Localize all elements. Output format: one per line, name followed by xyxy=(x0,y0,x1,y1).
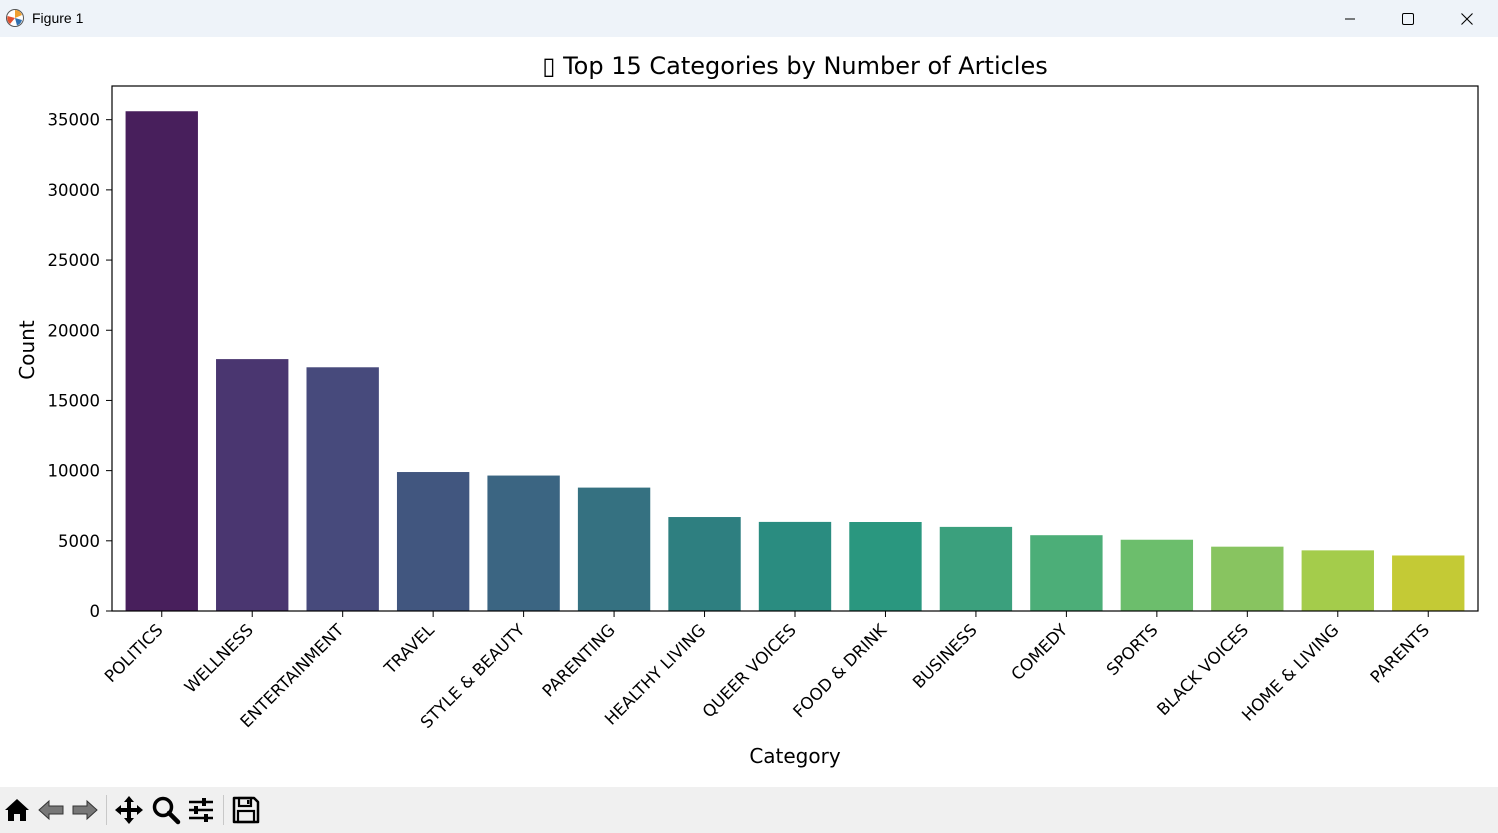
y-tick-label: 30000 xyxy=(48,181,101,200)
y-tick-label: 15000 xyxy=(48,391,101,410)
save-icon xyxy=(232,796,260,824)
maximize-button[interactable] xyxy=(1379,0,1437,37)
x-tick-label: POLITICS xyxy=(101,620,167,686)
bar-food-drink xyxy=(849,522,922,611)
bar-parents xyxy=(1392,555,1465,611)
bar-queer-voices xyxy=(758,521,832,611)
figure-canvas: ▯ Top 15 Categories by Number of Article… xyxy=(0,37,1498,787)
bar-sports xyxy=(1120,539,1194,611)
x-tick-label: PARENTS xyxy=(1367,620,1433,686)
pan-button[interactable] xyxy=(112,793,146,827)
navigation-toolbar xyxy=(0,787,1498,833)
close-icon xyxy=(1461,12,1473,25)
back-button[interactable] xyxy=(34,793,68,827)
chart-title: ▯ Top 15 Categories by Number of Article… xyxy=(542,52,1048,80)
x-tick-label: PARENTING xyxy=(539,620,619,700)
minimize-button[interactable] xyxy=(1321,0,1379,37)
configure-subplots-icon xyxy=(189,798,213,822)
x-tick-label: BUSINESS xyxy=(909,620,981,692)
y-tick-label: 25000 xyxy=(48,251,101,270)
forward-button[interactable] xyxy=(68,793,102,827)
y-tick-label: 0 xyxy=(90,602,101,621)
bar-healthy-living xyxy=(668,517,741,611)
axes-frame xyxy=(111,85,1479,612)
pan-icon xyxy=(115,796,143,824)
bar-style-beauty xyxy=(487,475,560,611)
toolbar-separator xyxy=(106,795,107,825)
configure-subplots-button[interactable] xyxy=(184,793,218,827)
bar-entertainment xyxy=(306,367,379,611)
bar-wellness xyxy=(216,359,289,611)
x-tick-label: WELLNESS xyxy=(181,620,257,696)
x-tick-label: QUEER VOICES xyxy=(699,620,800,721)
minimize-icon xyxy=(1345,18,1355,19)
y-tick-label: 20000 xyxy=(48,321,101,340)
bar-comedy xyxy=(1030,535,1103,611)
window-titlebar: Figure 1 xyxy=(0,0,1498,37)
forward-arrow-icon xyxy=(72,799,98,821)
bar-travel xyxy=(396,472,470,611)
y-tick-label: 35000 xyxy=(48,111,101,130)
home-button[interactable] xyxy=(0,793,34,827)
toolbar-separator xyxy=(223,795,224,825)
x-tick-label: SPORTS xyxy=(1103,620,1162,679)
x-axis-label: Category xyxy=(749,744,841,768)
x-tick-label: BLACK VOICES xyxy=(1153,620,1252,719)
matplotlib-icon xyxy=(6,9,24,27)
window-title: Figure 1 xyxy=(32,10,84,26)
bar-home-living xyxy=(1301,550,1374,611)
bar-chart: ▯ Top 15 Categories by Number of Article… xyxy=(15,52,1479,768)
x-tick-label: HOME & LIVING xyxy=(1238,620,1342,724)
back-arrow-icon xyxy=(38,799,64,821)
bar-politics xyxy=(125,111,198,612)
bar-black-voices xyxy=(1211,546,1284,611)
bar-business xyxy=(939,526,1013,611)
x-tick-label: FOOD & DRINK xyxy=(789,620,891,722)
y-axis-label: Count xyxy=(15,320,39,380)
bars-group xyxy=(125,111,1465,612)
y-tick-label: 10000 xyxy=(48,462,101,481)
zoom-button[interactable] xyxy=(149,793,183,827)
home-icon xyxy=(5,799,29,821)
y-tick-label: 5000 xyxy=(58,532,100,551)
save-button[interactable] xyxy=(229,793,263,827)
x-tick-label: COMEDY xyxy=(1008,620,1072,684)
zoom-icon xyxy=(152,796,181,825)
bar-parenting xyxy=(577,487,651,611)
x-tick-label: TRAVEL xyxy=(380,620,439,679)
maximize-icon xyxy=(1402,12,1414,25)
y-axis-ticks: 0 5000 10000 15000 20000 25000 30000 35000 xyxy=(48,111,112,621)
x-tick-label: HEALTHY LIVING xyxy=(601,620,709,728)
close-button[interactable] xyxy=(1438,0,1496,37)
